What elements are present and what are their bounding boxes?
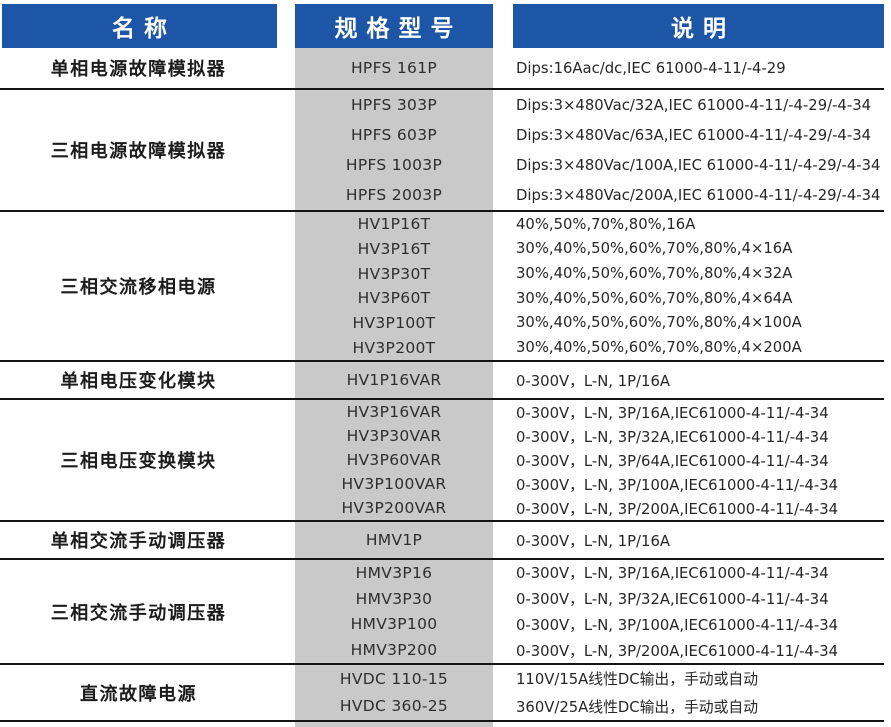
model-cell: HV3P200VAR — [341, 499, 447, 517]
model-list: HMV3P16 HMV3P30 HMV3P100 HMV3P200 — [295, 560, 493, 663]
description-cell: Dips:3×480Vac/32A,IEC 61000-4-11/-4-29/-… — [516, 96, 872, 114]
description-cell: 0-300V，L-N, 3P/100A,IEC61000-4-11/-4-34 — [516, 616, 839, 634]
model-cell: HV3P60T — [357, 289, 431, 308]
description-list: Dips:16Aac/dc,IEC 61000-4-11/-4-29 — [516, 48, 884, 88]
description-list: 40%,50%,70%,80%,16A 30%,40%,50%,60%,70%,8… — [516, 212, 884, 360]
description-list: 110V/15A线性DC输出，手动或自动 360V/25A线性DC输出，手动或自动 — [516, 665, 884, 720]
description-cell: 30%,40%,50%,60%,70%,80%,4×64A — [516, 289, 793, 307]
table-row-group: 直流故障电源 HVDC 110-15 HVDC 360-25 110V/15A线性… — [0, 665, 884, 722]
description-cell: 30%,40%,50%,60%,70%,80%,4×32A — [516, 265, 793, 283]
product-name: 三相交流手动调压器 — [50, 602, 227, 624]
product-name: 单相电源故障模拟器 — [50, 59, 227, 80]
description-cell: 30%,40%,50%,60%,70%,80%,4×100A — [516, 314, 802, 332]
description-list: Dips:3×480Vac/32A,IEC 61000-4-11/-4-29/-… — [516, 90, 884, 210]
description-cell: 0-300V，L-N, 3P/32A,IEC61000-4-11/-4-34 — [516, 428, 829, 446]
table-row-group: 三相交流手动调压器 HMV3P16 HMV3P30 HMV3P100 HMV3P200… — [0, 560, 884, 665]
description-cell: 0-300V，L-N, 3P/64A,IEC61000-4-11/-4-34 — [516, 452, 829, 470]
model-list: HV1P16T HV3P16T HV3P30T HV3P60T HV3P100T HV3P… — [295, 212, 493, 360]
column-header-description: 说明 — [513, 4, 884, 48]
model-list: HV3P16VAR HV3P30VAR HV3P60VAR HV3P100VAR HV3… — [295, 400, 493, 520]
description-cell: 0-300V，L-N, 3P/16A,IEC61000-4-11/-4-34 — [516, 565, 829, 583]
model-cell: HMV3P30 — [355, 589, 433, 608]
column-header-model: 规格型号 — [295, 4, 493, 48]
model-list: HPFS 161P — [295, 48, 493, 88]
description-cell: 30%,40%,50%,60%,70%,80%,4×16A — [516, 240, 793, 258]
model-cell: HMV3P200 — [350, 641, 438, 660]
table-row-group: 三相交流移相电源 HV1P16T HV3P16T HV3P30T HV3P60T HV3… — [0, 212, 884, 362]
model-list: HV1P16VAR — [295, 362, 493, 398]
description-cell: 0-300V，L-N, 3P/200A,IEC61000-4-11/-4-34 — [516, 642, 839, 660]
description-cell: 30%,40%,50%,60%,70%,80%,4×200A — [516, 339, 802, 357]
model-cell: HV3P100VAR — [341, 475, 447, 493]
description-cell: 0-300V，L-N, 3P/16A,IEC61000-4-11/-4-34 — [516, 404, 829, 422]
model-list: HPFS 303P HPFS 603P HPFS 1003P HPFS 2003P — [295, 90, 493, 210]
product-name: 三相交流移相电源 — [60, 277, 217, 298]
model-cell: HMV1P — [365, 531, 423, 549]
table-row-group: 三相电压变换模块 HV3P16VAR HV3P30VAR HV3P60VAR HV3P… — [0, 400, 884, 522]
column-header-name: 名称 — [2, 4, 277, 48]
model-cell: HV1P16T — [357, 215, 431, 234]
model-cell: HV3P200T — [352, 338, 436, 357]
model-cell: HPFS 2003P — [345, 186, 443, 204]
model-cell: HV3P60VAR — [346, 451, 442, 469]
model-cell: HMV3P100 — [350, 615, 438, 634]
description-cell: Dips:16Aac/dc,IEC 61000-4-11/-4-29 — [516, 59, 786, 77]
description-cell: Dips:3×480Vac/100A,IEC 61000-4-11/-4-29/… — [516, 156, 881, 174]
model-cell: HVDC 110-15 — [339, 669, 449, 688]
table-body: 单相电源故障模拟器 HPFS 161P Dips:16Aac/dc,IEC 61… — [0, 48, 884, 722]
description-list: 0-300V，L-N, 3P/16A,IEC61000-4-11/-4-34 0-… — [516, 400, 884, 520]
description-cell: 0-300V，L-N, 1P/16A — [516, 372, 670, 390]
model-cell: HV3P100T — [352, 313, 436, 332]
description-list: 0-300V，L-N, 1P/16A — [516, 362, 884, 398]
description-cell: 0-300V，L-N, 1P/16A — [516, 532, 670, 550]
model-cell: HVDC 360-25 — [339, 697, 449, 716]
model-cell: HV3P16VAR — [346, 403, 442, 421]
description-list: 0-300V，L-N, 1P/16A — [516, 522, 884, 558]
product-name: 直流故障电源 — [80, 683, 197, 705]
product-name: 单相电压变化模块 — [60, 371, 217, 392]
model-cell: HV3P16T — [357, 239, 431, 258]
table-row-group: 单相电源故障模拟器 HPFS 161P Dips:16Aac/dc,IEC 61… — [0, 48, 884, 90]
model-cell: HV1P16VAR — [346, 371, 442, 389]
description-cell: 0-300V，L-N, 3P/200A,IEC61000-4-11/-4-34 — [516, 500, 839, 518]
table-row-group: 三相电源故障模拟器 HPFS 303P HPFS 603P HPFS 1003P HP… — [0, 90, 884, 212]
model-cell: HPFS 161P — [350, 59, 438, 77]
product-name: 三相电压变换模块 — [60, 451, 217, 472]
description-cell: 110V/15A线性DC输出，手动或自动 — [516, 671, 758, 689]
description-cell: 40%,50%,70%,80%,16A — [516, 215, 696, 233]
model-list: HVDC 110-15 HVDC 360-25 — [295, 665, 493, 720]
model-column-background — [295, 48, 493, 727]
model-cell: HPFS 303P — [350, 96, 438, 114]
description-cell: 0-300V，L-N, 3P/32A,IEC61000-4-11/-4-34 — [516, 591, 829, 609]
table-row-group: 单相交流手动调压器 HMV1P 0-300V，L-N, 1P/16A — [0, 522, 884, 560]
model-cell: HV3P30T — [357, 264, 431, 283]
product-name: 单相交流手动调压器 — [50, 531, 227, 552]
description-list: 0-300V，L-N, 3P/16A,IEC61000-4-11/-4-34 0-… — [516, 560, 884, 663]
description-cell: Dips:3×480Vac/200A,IEC 61000-4-11/-4-29/… — [516, 186, 881, 204]
table-row-group: 单相电压变化模块 HV1P16VAR 0-300V，L-N, 1P/16A — [0, 362, 884, 400]
description-cell: Dips:3×480Vac/63A,IEC 61000-4-11/-4-29/-… — [516, 126, 872, 144]
model-list: HMV1P — [295, 522, 493, 558]
description-cell: 0-300V，L-N, 3P/100A,IEC61000-4-11/-4-34 — [516, 476, 839, 494]
description-cell: 360V/25A线性DC输出，手动或自动 — [516, 698, 758, 716]
model-cell: HMV3P16 — [355, 563, 433, 582]
product-name: 三相电源故障模拟器 — [50, 141, 227, 162]
model-cell: HPFS 1003P — [345, 156, 443, 174]
model-cell: HPFS 603P — [350, 126, 438, 144]
model-cell: HV3P30VAR — [346, 427, 442, 445]
